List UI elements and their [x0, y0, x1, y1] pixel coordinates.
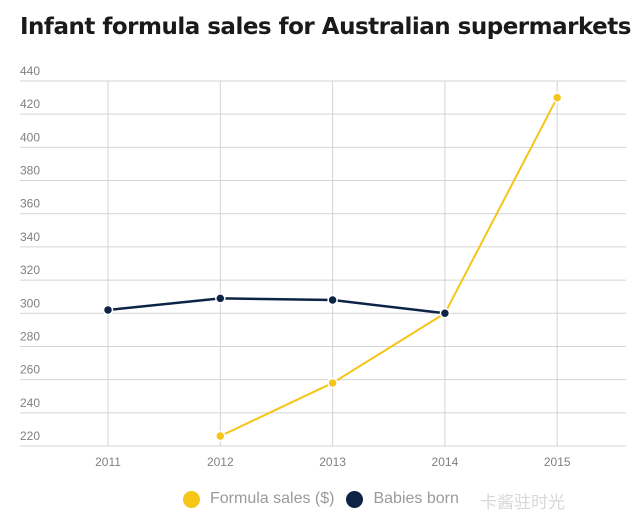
y-tick-label: 340 — [20, 230, 40, 244]
legend-item-formula: Formula sales ($) — [183, 490, 334, 508]
x-tick-label: 2013 — [319, 455, 346, 469]
y-tick-label: 300 — [20, 296, 40, 310]
data-point-0 — [215, 430, 226, 442]
legend-swatch-formula — [183, 490, 200, 508]
y-tick-label: 380 — [20, 164, 40, 178]
x-tick-label: 2014 — [432, 455, 459, 469]
data-point-0 — [327, 377, 338, 389]
y-tick-label: 220 — [20, 429, 40, 443]
y-tick-label: 260 — [20, 363, 40, 377]
data-point-0 — [551, 92, 563, 103]
data-point-1 — [439, 308, 451, 319]
legend-item-babies: Babies born — [346, 490, 459, 508]
y-tick-label: 360 — [20, 197, 40, 211]
y-tick-label: 280 — [20, 329, 40, 343]
y-tick-label: 400 — [20, 130, 40, 144]
data-point-1 — [215, 293, 226, 304]
x-tick-label: 2012 — [207, 455, 234, 469]
legend: Formula sales ($) Babies born — [183, 490, 471, 508]
data-point-1 — [102, 304, 114, 316]
y-tick-label: 420 — [20, 97, 40, 111]
legend-label-babies: Babies born — [373, 490, 459, 507]
series-line-0 — [219, 97, 559, 437]
series-line-1 — [107, 297, 446, 315]
data-point-1 — [327, 294, 338, 306]
y-tick-label: 320 — [20, 263, 40, 277]
y-tick-label: 440 — [20, 64, 40, 78]
x-tick-label: 2015 — [544, 455, 571, 469]
x-tick-label: 2011 — [95, 455, 121, 469]
legend-label-formula: Formula sales ($) — [210, 490, 335, 507]
y-tick-label: 240 — [20, 396, 40, 410]
chart-title: Infant formula sales for Australian supe… — [20, 14, 631, 40]
legend-swatch-babies — [346, 490, 364, 508]
watermark: 卡酱驻时光 — [480, 493, 565, 512]
